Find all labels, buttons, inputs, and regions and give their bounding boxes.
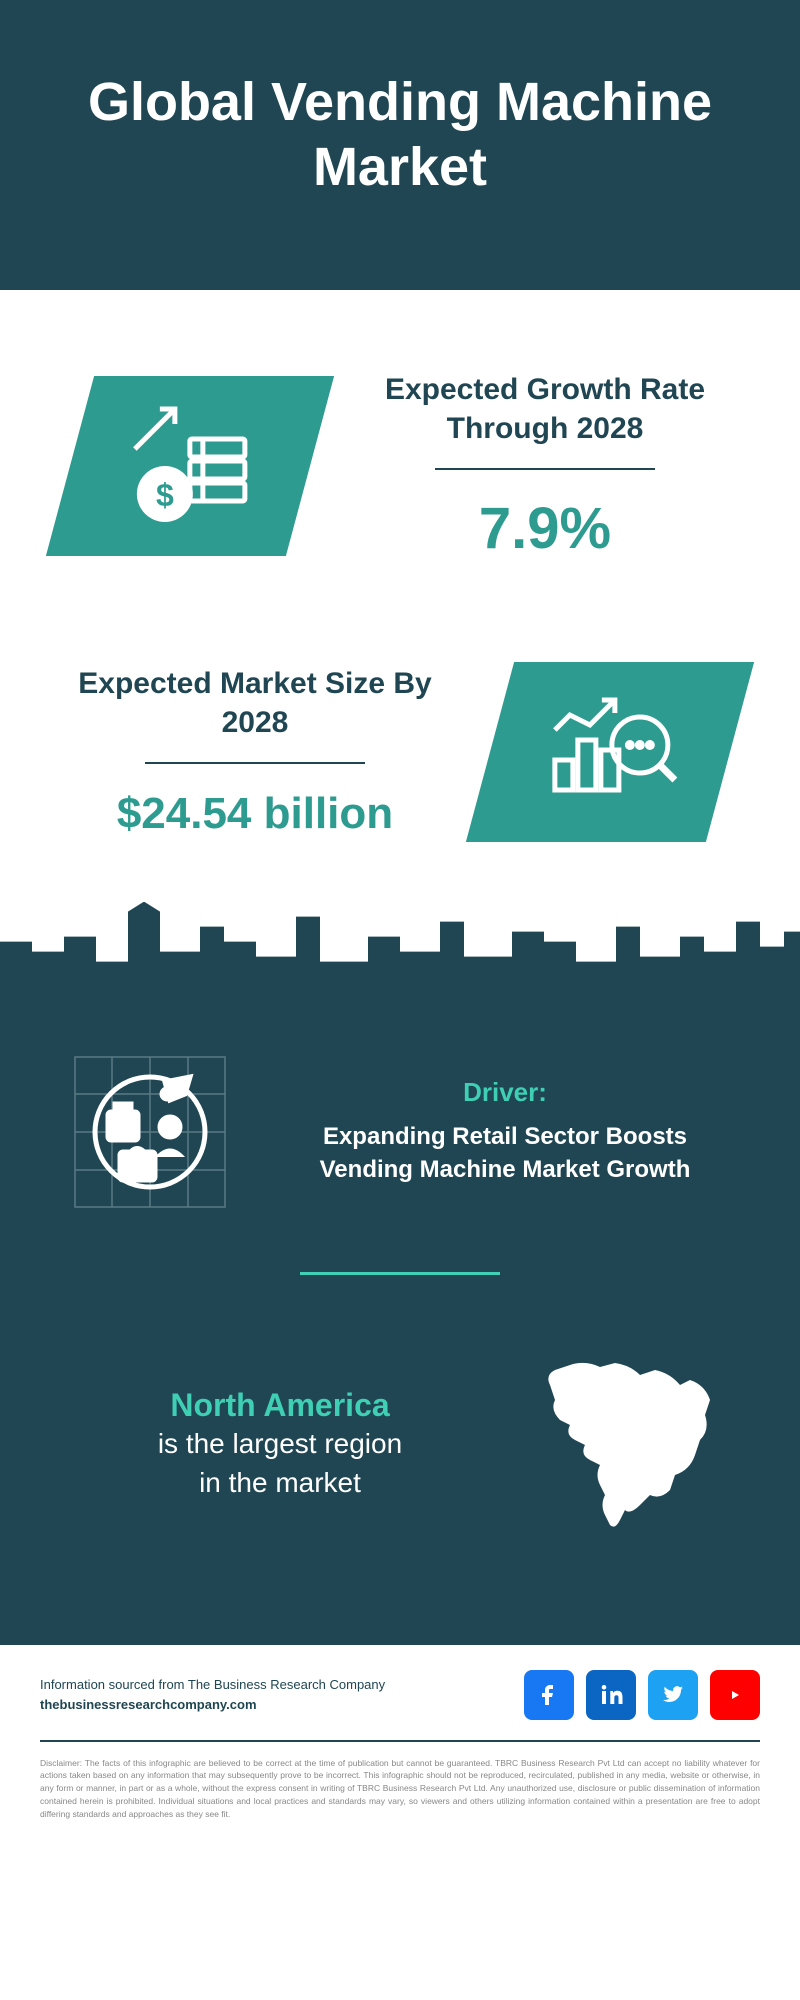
market-section: Expected Market Size By 2028 $24.54 bill… <box>0 622 800 902</box>
region-line2: in the market <box>70 1463 490 1502</box>
social-icons <box>524 1670 760 1720</box>
market-label: Expected Market Size By 2028 <box>70 664 440 742</box>
market-value: $24.54 billion <box>70 789 440 839</box>
driver-content: Driver: Expanding Retail Sector Boosts V… <box>280 1077 730 1187</box>
facebook-icon[interactable] <box>524 1670 574 1720</box>
region-line1: is the largest region <box>70 1424 490 1463</box>
disclaimer-text: Disclaimer: The facts of this infographi… <box>40 1742 760 1821</box>
driver-label: Driver: <box>280 1077 730 1108</box>
region-content: North America is the largest region in t… <box>70 1387 490 1502</box>
source-line: Information sourced from The Business Re… <box>40 1675 385 1695</box>
market-content: Expected Market Size By 2028 $24.54 bill… <box>70 664 440 839</box>
footer-top: Information sourced from The Business Re… <box>40 1670 760 1742</box>
twitter-icon[interactable] <box>648 1670 698 1720</box>
retail-icon <box>70 1052 230 1212</box>
dark-section: Driver: Expanding Retail Sector Boosts V… <box>0 1002 800 1645</box>
page-title: Global Vending Machine Market <box>60 70 740 200</box>
growth-section: $ Expected Growth Rate Through 2028 7.9% <box>0 320 800 622</box>
driver-text: Expanding Retail Sector Boosts Vending M… <box>280 1120 730 1187</box>
skyline-decoration <box>0 902 800 1002</box>
growth-value: 7.9% <box>360 495 730 562</box>
teal-divider <box>300 1272 500 1275</box>
footer: Information sourced from The Business Re… <box>0 1645 800 1846</box>
growth-label: Expected Growth Rate Through 2028 <box>360 370 730 448</box>
spacer <box>0 290 800 320</box>
market-icon-panel <box>466 662 754 842</box>
divider <box>435 468 655 470</box>
header-banner: Global Vending Machine Market <box>0 0 800 290</box>
chart-search-icon <box>540 684 680 819</box>
growth-icon-panel: $ <box>46 376 334 556</box>
driver-row: Driver: Expanding Retail Sector Boosts V… <box>70 1052 730 1212</box>
svg-text:$: $ <box>156 476 174 512</box>
divider <box>145 762 365 764</box>
region-highlight: North America <box>70 1387 490 1424</box>
growth-content: Expected Growth Rate Through 2028 7.9% <box>360 370 730 562</box>
youtube-icon[interactable] <box>710 1670 760 1720</box>
region-row: North America is the largest region in t… <box>70 1355 730 1595</box>
source-text: Information sourced from The Business Re… <box>40 1675 385 1714</box>
linkedin-icon[interactable] <box>586 1670 636 1720</box>
source-url: thebusinessresearchcompany.com <box>40 1695 385 1715</box>
north-america-map-icon <box>530 1355 730 1535</box>
money-growth-icon: $ <box>125 398 255 533</box>
